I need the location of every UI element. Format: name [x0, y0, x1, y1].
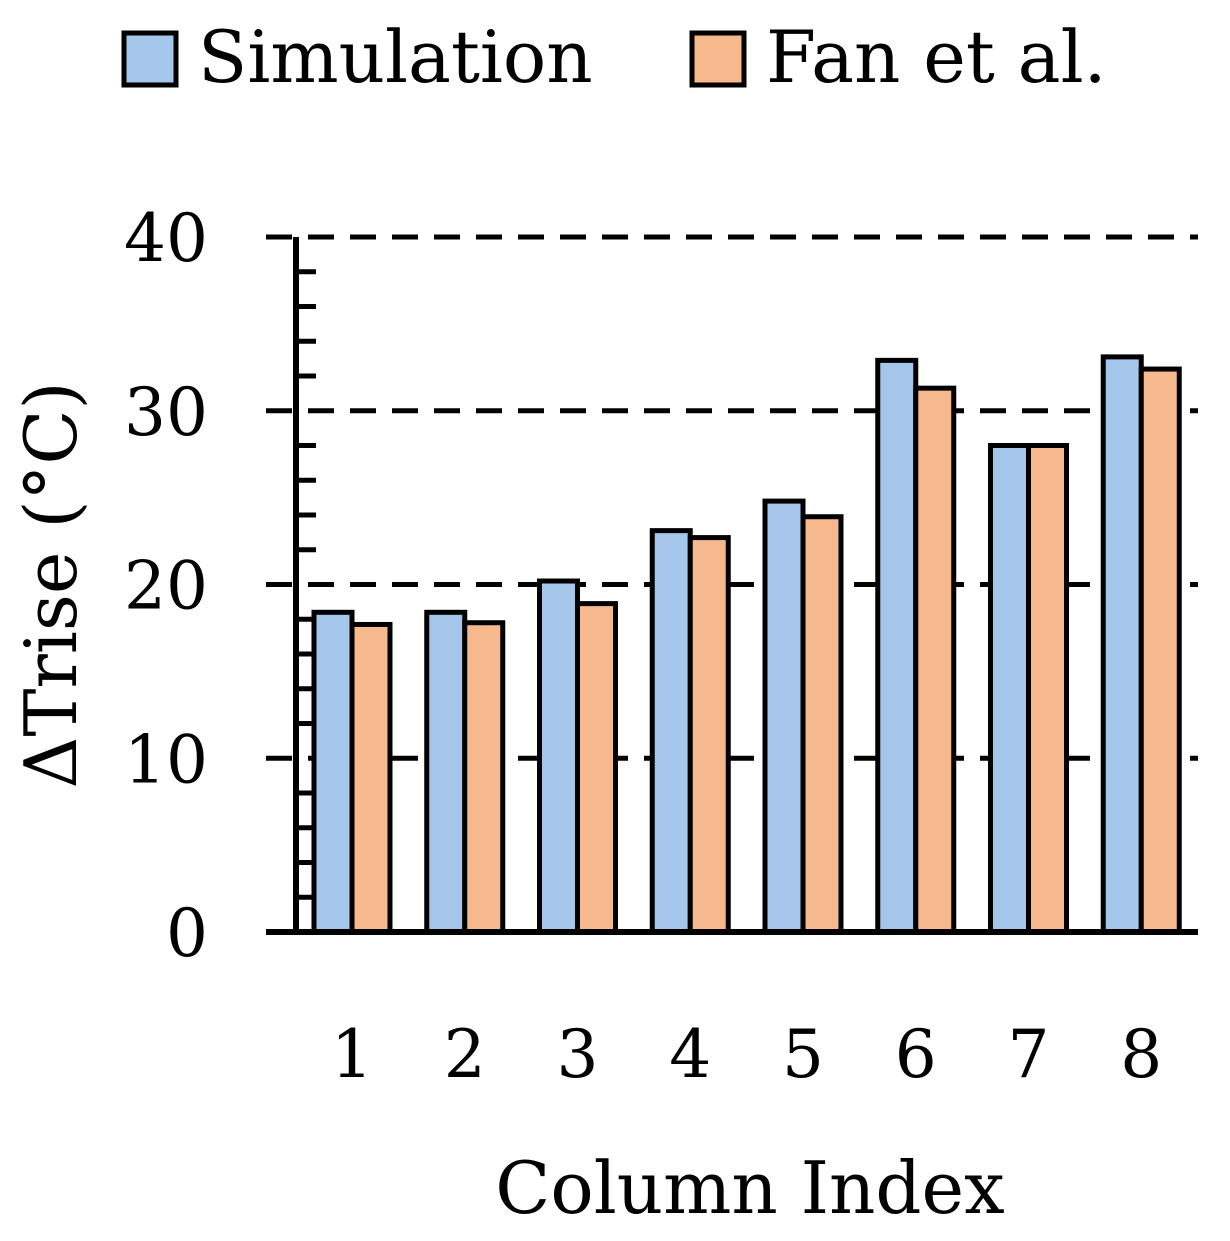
y-tick-label-0: 0: [166, 895, 208, 972]
y-tick-label-30: 30: [124, 374, 208, 451]
bar-simulation-4: [649, 528, 693, 935]
bar-simulation-7: [988, 443, 1031, 935]
bar-simulation-5: [762, 498, 806, 935]
bar-fan-et-al-1: [349, 621, 393, 935]
y-tick-label-40: 40: [124, 200, 208, 277]
legend-swatch-fan-et-al: [689, 30, 747, 88]
y-axis-label: ΔTrise (°C): [9, 381, 93, 788]
bar-fan-et-al-7: [1026, 443, 1069, 935]
x-tick-label-1: 1: [331, 1016, 373, 1093]
y-tick-labels: 0 10 20 30 40: [124, 200, 208, 972]
x-tick-label-7: 7: [1008, 1016, 1050, 1093]
legend-swatch-simulation: [121, 30, 179, 88]
x-tick-label-2: 2: [444, 1016, 486, 1093]
x-tick-label-6: 6: [895, 1016, 937, 1093]
x-tick-label-3: 3: [557, 1016, 599, 1093]
y-tick-label-20: 20: [124, 548, 208, 625]
bar-simulation-3: [537, 578, 580, 935]
x-axis-label: Column Index: [495, 1146, 1004, 1230]
bar-simulation-1: [311, 609, 355, 935]
y-tick-label-10: 10: [124, 721, 208, 798]
legend-label-fan-et-al: Fan et al.: [766, 15, 1107, 99]
bar-fan-et-al-4: [687, 535, 731, 935]
bar-fan-et-al-5: [800, 514, 844, 935]
bar-simulation-8: [1100, 354, 1144, 935]
x-tick-label-5: 5: [782, 1016, 824, 1093]
x-tick-label-8: 8: [1120, 1016, 1162, 1093]
bars: [311, 354, 1182, 935]
bar-fan-et-al-2: [462, 620, 506, 935]
bar-simulation-6: [875, 357, 919, 935]
bar-simulation-2: [424, 609, 468, 935]
legend: Simulation Fan et al.: [121, 15, 1107, 99]
bar-fan-et-al-8: [1138, 366, 1182, 935]
legend-label-simulation: Simulation: [198, 15, 593, 99]
x-tick-label-4: 4: [669, 1016, 711, 1093]
bar-fan-et-al-6: [913, 385, 957, 935]
axes: [266, 237, 1198, 935]
bar-fan-et-al-3: [575, 601, 618, 935]
